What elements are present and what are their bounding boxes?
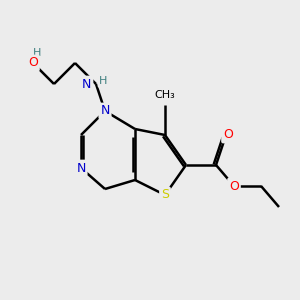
Text: S: S: [161, 188, 169, 202]
Text: N: N: [76, 161, 86, 175]
Text: H: H: [33, 47, 42, 58]
Text: H: H: [99, 76, 108, 86]
Text: O: O: [223, 128, 233, 142]
Text: O: O: [28, 56, 38, 70]
Text: CH₃: CH₃: [154, 89, 176, 100]
Text: O: O: [229, 179, 239, 193]
Text: N: N: [82, 77, 92, 91]
Text: N: N: [100, 104, 110, 118]
